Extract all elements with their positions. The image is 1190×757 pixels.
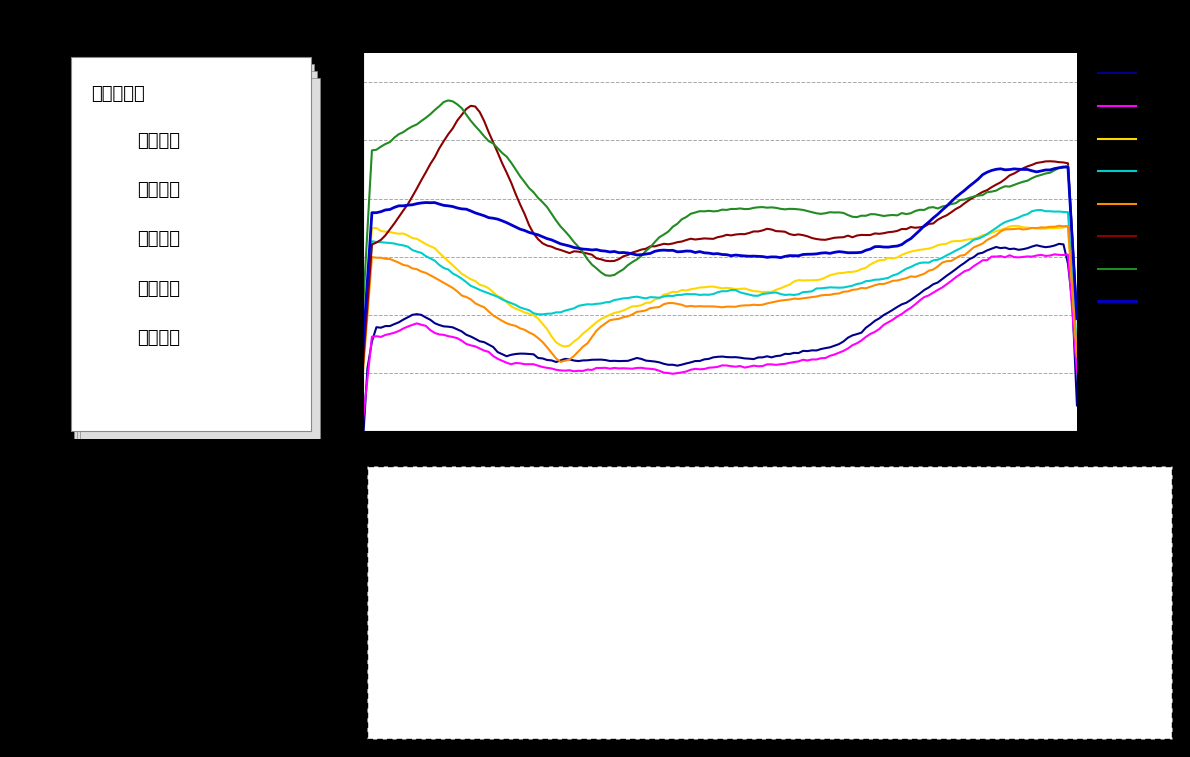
热轧卷板 bbox=[819, 291, 833, 300]
镀锌板 bbox=[822, 207, 837, 217]
普线 bbox=[500, 352, 514, 361]
FancyBboxPatch shape bbox=[74, 64, 314, 446]
普线 bbox=[819, 344, 833, 353]
Legend: 普线, 螺纹钢, 中厚板, 热轧薄板, 热轧卷板, 冷轧薄板, 镀锌板, 无缝管: 普线, 螺纹钢, 中厚板, 热轧薄板, 热轧卷板, 冷轧薄板, 镀锌板, 无缝管 bbox=[1091, 61, 1190, 316]
热轧薄板 bbox=[751, 291, 765, 301]
普线 bbox=[1034, 241, 1048, 251]
热轧卷板 bbox=[500, 319, 514, 328]
热轧卷板 bbox=[751, 301, 765, 310]
螺纹钢 bbox=[500, 358, 514, 367]
FancyBboxPatch shape bbox=[80, 79, 320, 460]
普线 bbox=[940, 271, 954, 280]
中厚板 bbox=[1039, 224, 1053, 233]
热轧薄板 bbox=[940, 251, 954, 260]
螺纹钢 bbox=[558, 366, 572, 375]
镀锌板 bbox=[441, 96, 456, 105]
热轧卷板 bbox=[558, 356, 572, 365]
热轧薄板 bbox=[1034, 205, 1048, 214]
Line: 镀锌板: 镀锌板 bbox=[363, 101, 1077, 318]
无缝管 bbox=[751, 252, 765, 261]
FancyBboxPatch shape bbox=[76, 71, 318, 453]
无缝管 bbox=[558, 241, 572, 250]
冷轧薄板 bbox=[563, 248, 577, 257]
无缝管 bbox=[940, 201, 954, 210]
热轧卷板 bbox=[940, 257, 954, 266]
中厚板 bbox=[1070, 350, 1084, 360]
Text: 济南钢铁: 济南钢铁 bbox=[137, 279, 180, 298]
Line: 螺纹钢: 螺纹钢 bbox=[363, 254, 1077, 421]
无缝管 bbox=[1057, 163, 1071, 172]
中厚板 bbox=[558, 342, 572, 351]
热轧薄板 bbox=[1070, 342, 1084, 351]
Line: 冷轧薄板: 冷轧薄板 bbox=[363, 106, 1077, 366]
Line: 中厚板: 中厚板 bbox=[363, 226, 1077, 355]
热轧薄板 bbox=[356, 360, 370, 369]
冷轧薄板 bbox=[505, 178, 519, 187]
Line: 热轧薄板: 热轧薄板 bbox=[363, 210, 1077, 364]
Text: 鞍钢新轧: 鞍钢新轧 bbox=[137, 230, 180, 248]
热轧薄板 bbox=[1039, 207, 1053, 216]
镀锌板 bbox=[563, 232, 577, 241]
冷轧薄板 bbox=[1039, 157, 1053, 166]
冷轧薄板 bbox=[1070, 313, 1084, 322]
螺纹钢 bbox=[819, 354, 833, 363]
热轧卷板 bbox=[1070, 350, 1084, 360]
中厚板 bbox=[751, 287, 765, 296]
Line: 普线: 普线 bbox=[363, 244, 1077, 442]
Text: 太钢不锈: 太钢不锈 bbox=[137, 329, 180, 347]
冷轧薄板 bbox=[756, 226, 770, 235]
热轧薄板 bbox=[500, 297, 514, 306]
Line: 热轧卷板: 热轧卷板 bbox=[363, 226, 1077, 373]
螺纹钢 bbox=[1034, 251, 1048, 260]
Text: 武钢股份: 武钢股份 bbox=[137, 181, 180, 199]
普线 bbox=[751, 353, 765, 362]
无缝管 bbox=[500, 218, 514, 227]
镀锌板 bbox=[356, 305, 370, 314]
中厚板 bbox=[1007, 221, 1021, 230]
普线 bbox=[1052, 239, 1066, 248]
热轧薄板 bbox=[558, 306, 572, 315]
镀锌板 bbox=[505, 158, 519, 167]
中厚板 bbox=[500, 298, 514, 307]
无缝管 bbox=[1070, 314, 1084, 323]
螺纹钢 bbox=[751, 362, 765, 371]
中厚板 bbox=[940, 239, 954, 248]
FancyBboxPatch shape bbox=[70, 58, 311, 431]
螺纹钢 bbox=[1047, 250, 1061, 259]
无缝管 bbox=[356, 343, 370, 352]
中厚板 bbox=[356, 350, 370, 360]
热轧卷板 bbox=[356, 369, 370, 378]
热轧薄板 bbox=[819, 283, 833, 292]
Text: 宝钢股份: 宝钢股份 bbox=[137, 132, 180, 150]
螺纹钢 bbox=[356, 416, 370, 425]
螺纹钢 bbox=[1070, 368, 1084, 377]
中厚板 bbox=[819, 273, 833, 282]
镀锌板 bbox=[1039, 169, 1053, 178]
FancyBboxPatch shape bbox=[367, 466, 1172, 739]
热轧卷板 bbox=[1052, 221, 1066, 230]
热轧卷板 bbox=[1034, 223, 1048, 232]
普线 bbox=[558, 354, 572, 363]
冷轧薄板 bbox=[822, 234, 837, 243]
镀锌板 bbox=[756, 203, 770, 212]
冷轧薄板 bbox=[356, 361, 370, 370]
螺纹钢 bbox=[940, 279, 954, 288]
镀锌板 bbox=[944, 200, 958, 209]
冷轧薄板 bbox=[464, 101, 478, 111]
无缝管 bbox=[1034, 167, 1048, 176]
冷轧薄板 bbox=[944, 207, 958, 217]
Text: 代表公司：: 代表公司： bbox=[92, 85, 145, 103]
普线 bbox=[356, 438, 370, 447]
Line: 无缝管: 无缝管 bbox=[363, 167, 1077, 347]
普线 bbox=[1070, 401, 1084, 410]
无缝管 bbox=[819, 248, 833, 257]
镀锌板 bbox=[1070, 313, 1084, 322]
